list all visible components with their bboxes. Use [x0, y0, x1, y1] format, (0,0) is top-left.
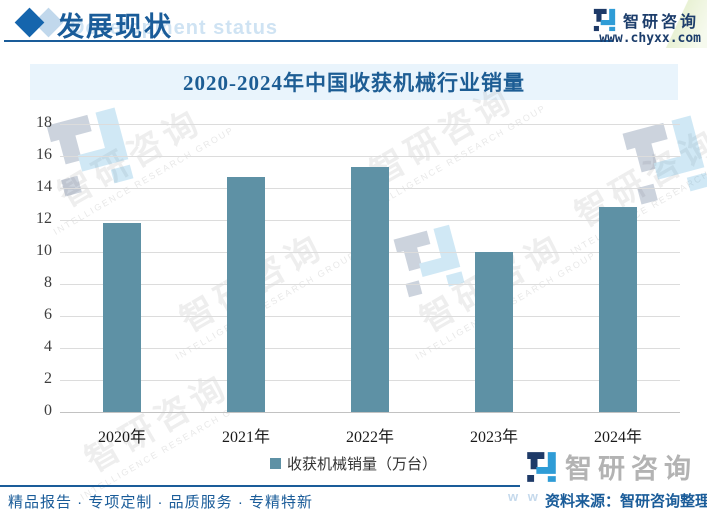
x-axis-label: 2021年 — [221, 429, 270, 446]
gridline — [60, 124, 680, 125]
www-watermark-fragment: w w w — [508, 489, 561, 504]
x-axis-label: 2020年 — [97, 429, 146, 446]
y-axis-tick-label: 12 — [36, 210, 52, 227]
y-axis-tick-label: 8 — [44, 274, 52, 291]
section-title: 发展现状 — [57, 12, 173, 42]
bar-2021年 — [227, 176, 265, 412]
bar-2020年 — [103, 223, 141, 412]
gridline — [60, 156, 680, 157]
y-axis-tick-label: 10 — [36, 242, 52, 259]
data-source-note: 资料来源：智研咨询整理 — [545, 493, 707, 510]
y-axis-tick-label: 2 — [44, 370, 52, 387]
bar-2023年 — [475, 252, 513, 412]
section-title-english-watermark: Development status — [70, 17, 279, 39]
brand-name-gray: 智研咨询 — [565, 454, 697, 484]
corner-decoration — [637, 0, 707, 48]
brand-website-link[interactable]: www.chyxx.com — [599, 31, 701, 46]
legend-swatch — [269, 458, 281, 469]
gridline — [60, 412, 680, 413]
y-axis-tick-label: 4 — [44, 338, 52, 355]
bar-2022年 — [351, 167, 389, 412]
zhiyan-logo-icon — [526, 451, 557, 483]
brand-logo-bottom: 智研咨询 — [526, 447, 697, 486]
brand-logo-top: 智研咨询 — [593, 8, 699, 32]
x-axis-label: 2023年 — [469, 429, 518, 446]
y-axis-tick-label: 18 — [36, 114, 52, 131]
bar-2024年 — [599, 207, 637, 412]
legend-label: 收获机械销量（万台） — [286, 457, 437, 473]
y-axis-tick-label: 16 — [36, 146, 52, 163]
chart-title-bar: 2020-2024年中国收获机械行业销量 — [30, 64, 678, 100]
y-axis-tick-label: 14 — [36, 178, 52, 195]
y-axis-tick-label: 0 — [44, 402, 52, 419]
x-axis-label: 2024年 — [593, 429, 642, 446]
zhiyan-logo-icon — [593, 8, 616, 32]
x-axis-label: 2022年 — [345, 429, 394, 446]
footer-tagline: 精品报告 · 专项定制 · 品质服务 · 专精特新 — [8, 494, 313, 511]
brand-name: 智研咨询 — [622, 14, 699, 31]
chart-legend: 收获机械销量（万台） — [0, 453, 707, 474]
footer-divider — [0, 485, 520, 487]
header-divider — [4, 40, 613, 42]
chart-title: 2020-2024年中国收获机械行业销量 — [183, 71, 525, 95]
y-axis-tick-label: 6 — [44, 306, 52, 323]
